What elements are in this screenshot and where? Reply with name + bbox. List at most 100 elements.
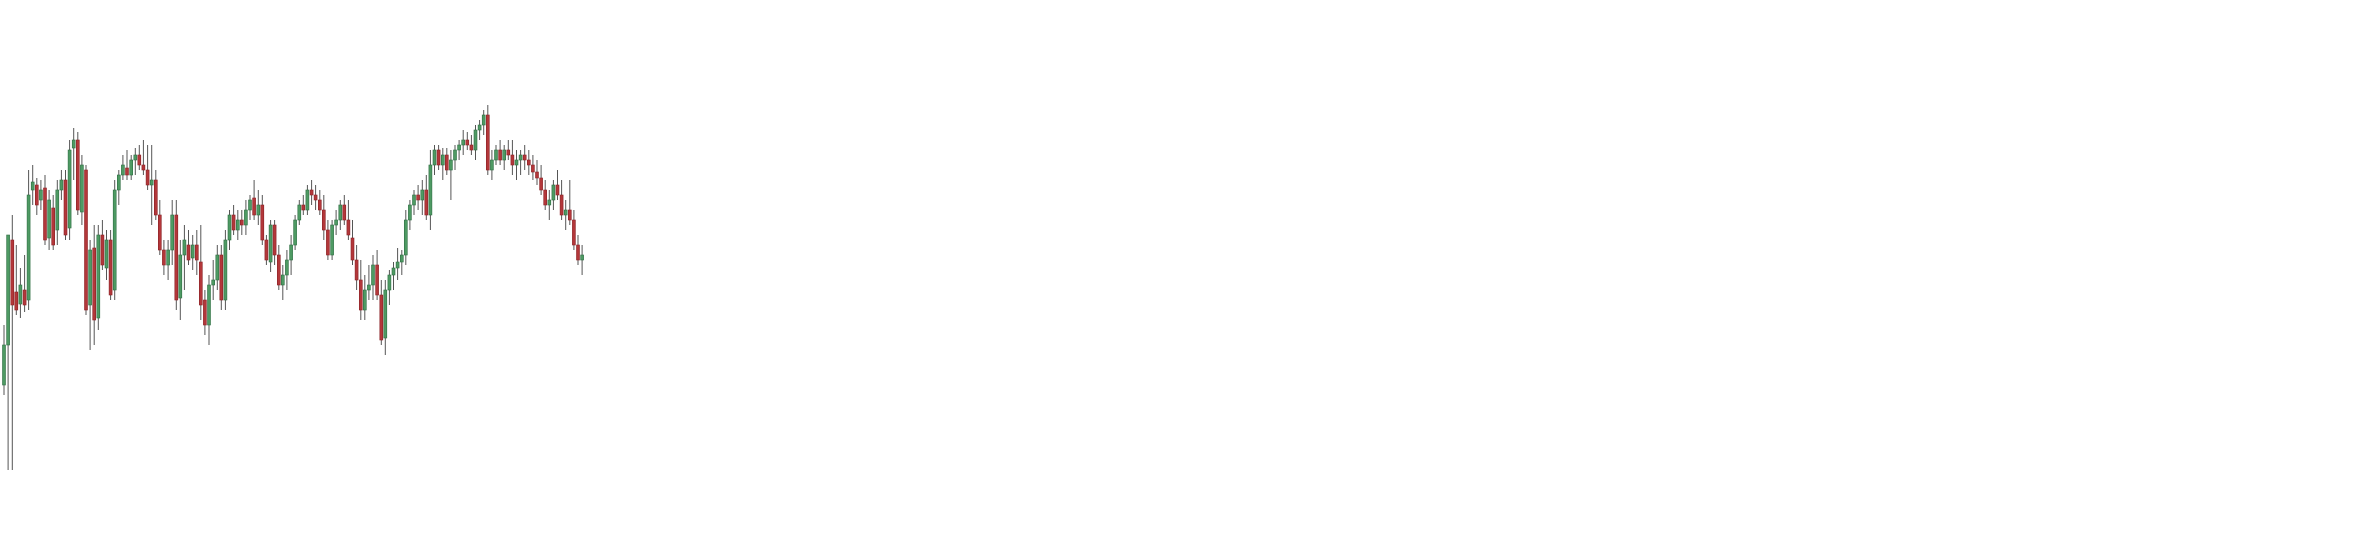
- candle-body-up: [18, 284, 23, 305]
- candle-body-down: [317, 199, 322, 211]
- candle-body-up: [551, 184, 556, 201]
- candle-body-down: [326, 229, 330, 256]
- candle-body-down: [559, 194, 564, 216]
- candle-body-up: [432, 149, 437, 166]
- candle-body-down: [252, 197, 256, 216]
- candle-body-up: [367, 284, 371, 291]
- candle-body-down: [375, 264, 379, 296]
- candle-body-up: [30, 181, 35, 191]
- candle-body-down: [10, 239, 15, 306]
- candle-body-up: [67, 149, 72, 229]
- candle-body-down: [535, 171, 539, 179]
- candle-body-up: [80, 164, 84, 213]
- candle-body-down: [526, 159, 531, 166]
- candle-body-down: [186, 244, 191, 261]
- candle-body-down: [510, 154, 515, 166]
- candle-body-down: [543, 189, 548, 206]
- candle-body-up: [387, 274, 392, 291]
- candle-body-up: [518, 154, 523, 161]
- candle-body-up: [297, 204, 302, 221]
- candle-body-up: [149, 179, 154, 186]
- candle-body-up: [428, 164, 433, 216]
- candle-body-down: [154, 179, 158, 216]
- candle-body-down: [264, 239, 269, 261]
- candle-body-down: [555, 184, 560, 196]
- candle-body-down: [485, 114, 490, 171]
- candle-body-up: [453, 149, 457, 161]
- candle-body-up: [547, 199, 552, 206]
- candle-body-up: [490, 159, 494, 171]
- candle-body-down: [63, 179, 68, 236]
- candle-body-up: [133, 154, 138, 161]
- candle-body-down: [22, 289, 27, 306]
- candle-body-up: [166, 249, 170, 266]
- candle-body-up: [2, 344, 6, 386]
- candle-body-down: [84, 169, 88, 311]
- candle-body-up: [362, 289, 367, 311]
- candle-body-down: [43, 187, 47, 241]
- candle-body-up: [178, 254, 183, 299]
- candle-body-down: [469, 144, 474, 151]
- candles-group: [2, 105, 584, 470]
- candle-body-down: [321, 209, 326, 231]
- candle-body-down: [231, 214, 236, 231]
- candle-body-up: [182, 239, 187, 256]
- candle-body-down: [158, 214, 162, 251]
- candle-body-down: [195, 244, 199, 261]
- candle-body-up: [256, 204, 261, 216]
- candle-body-up: [293, 219, 297, 246]
- candle-body-down: [100, 234, 105, 266]
- candle-body-down: [219, 254, 224, 301]
- candle-body-down: [424, 189, 429, 216]
- candle-body-up: [88, 249, 92, 306]
- candle-body-down: [34, 184, 39, 206]
- candle-body-down: [416, 194, 420, 201]
- candle-body-up: [481, 114, 486, 126]
- candle-body-up: [289, 244, 293, 261]
- candle-body-down: [506, 149, 511, 156]
- candle-body-down: [350, 237, 355, 261]
- candle-body-down: [358, 279, 363, 311]
- candle-body-up: [420, 189, 425, 201]
- candle-body-up: [280, 274, 285, 286]
- candle-body-up: [71, 139, 76, 149]
- candle-body-up: [47, 199, 51, 239]
- candle-body-down: [301, 204, 306, 211]
- candle-body-down: [572, 219, 576, 246]
- candle-body-down: [576, 244, 580, 261]
- candle-body-down: [276, 254, 281, 286]
- candle-body-down: [379, 294, 384, 341]
- candle-body-up: [223, 239, 228, 301]
- candle-body-down: [125, 167, 129, 176]
- candle-body-up: [408, 204, 412, 221]
- candle-body-down: [531, 164, 535, 173]
- candle-body-up: [248, 199, 252, 211]
- candle-body-down: [92, 247, 96, 321]
- candle-body-up: [383, 289, 388, 339]
- candle-body-down: [240, 219, 244, 226]
- candle-body-down: [162, 249, 166, 266]
- candle-body-up: [6, 234, 10, 346]
- candle-body-down: [137, 154, 142, 166]
- candle-body-down: [436, 149, 441, 166]
- candle-body-down: [465, 139, 470, 146]
- candle-body-up: [236, 219, 240, 231]
- candle-body-down: [51, 207, 56, 246]
- candle-body-down: [342, 204, 347, 221]
- candle-body-up: [26, 194, 31, 301]
- candle-body-up: [121, 164, 125, 176]
- candle-body-up: [334, 219, 338, 226]
- candle-body-up: [514, 159, 519, 166]
- candle-body-down: [567, 209, 572, 221]
- candle-body-up: [580, 254, 584, 261]
- candle-body-up: [371, 264, 375, 286]
- candle-body-up: [563, 209, 568, 216]
- candle-body-up: [117, 174, 121, 191]
- candle-body-up: [190, 244, 195, 259]
- candle-body-up: [403, 219, 408, 256]
- candle-body-up: [412, 194, 416, 206]
- candle-body-up: [244, 209, 248, 226]
- candle-body-down: [76, 139, 80, 211]
- candle-body-down: [199, 261, 203, 306]
- candle-body-down: [498, 149, 502, 161]
